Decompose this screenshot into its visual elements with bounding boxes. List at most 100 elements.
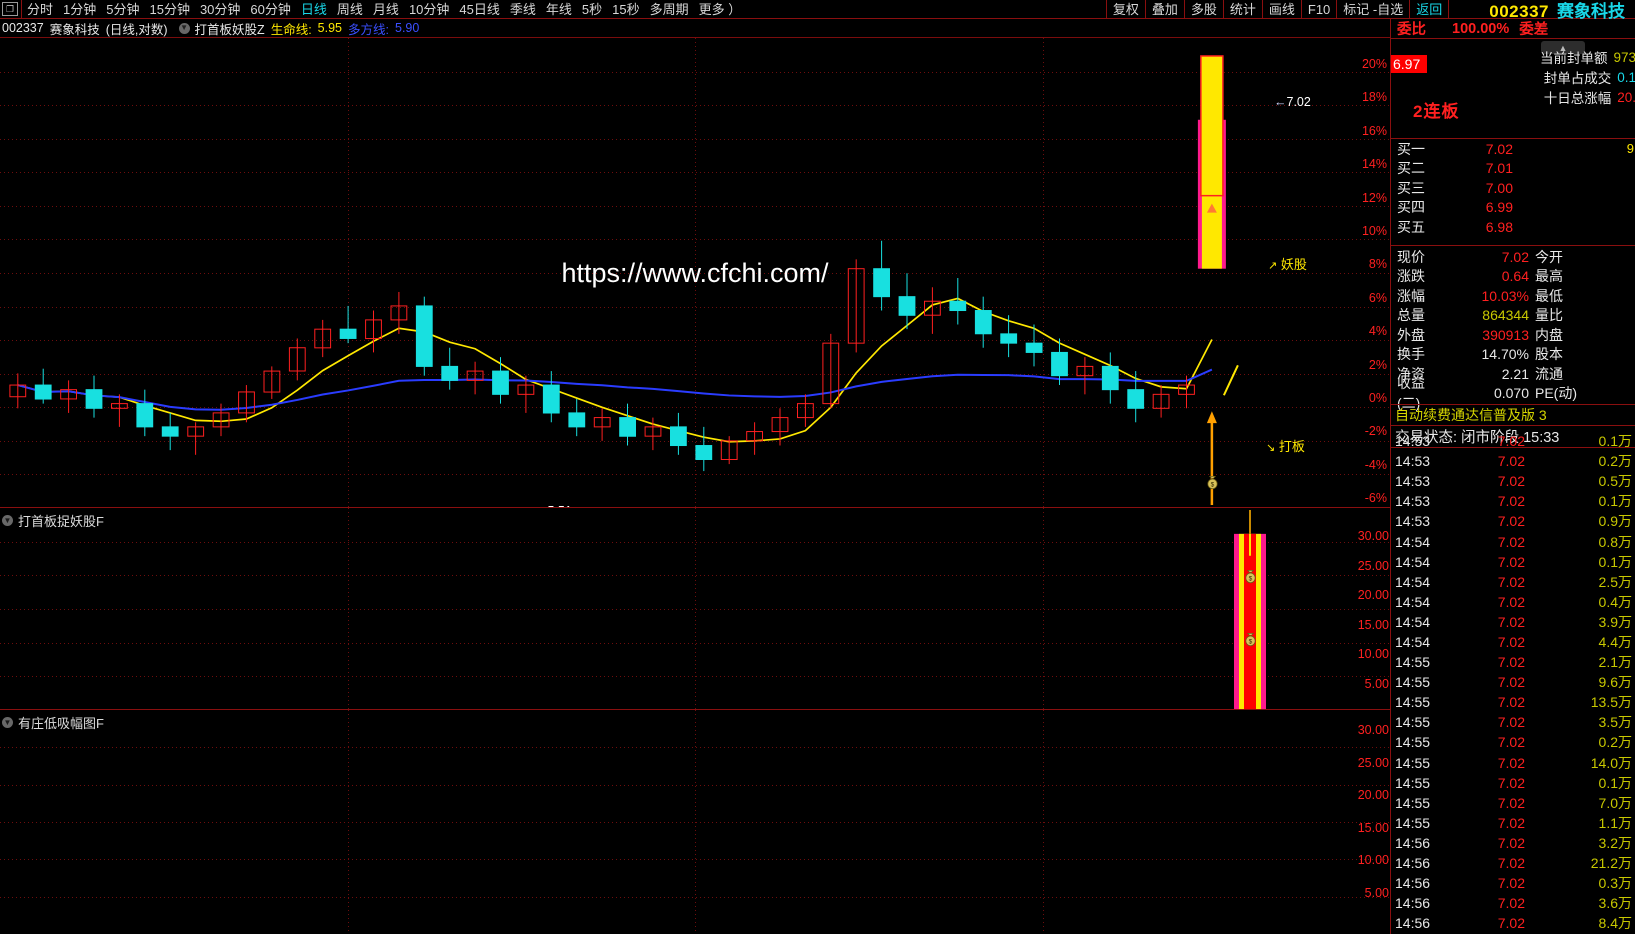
quote-level: 买三 xyxy=(1397,179,1425,196)
header-stock-name: 赛象科技 xyxy=(1557,1,1625,21)
tool-统计[interactable]: 统计 xyxy=(1224,0,1263,19)
tick-row[interactable]: 14:54 7.02 4.4万 xyxy=(1391,632,1635,652)
tick-row[interactable]: 14:55 7.02 0.2万 xyxy=(1391,732,1635,752)
grid-sub1 xyxy=(0,508,1390,709)
period-5秒[interactable]: 5秒 xyxy=(581,1,603,17)
period-周线[interactable]: 周线 xyxy=(336,1,363,17)
tick-price: 7.02 xyxy=(1497,674,1525,691)
tick-price: 7.02 xyxy=(1497,875,1525,892)
tick-row[interactable]: 14:53 7.02 0.1万 xyxy=(1391,491,1635,511)
tick-row[interactable]: 14:56 7.02 8.4万 xyxy=(1391,913,1635,933)
period-10分钟[interactable]: 10分钟 xyxy=(408,1,450,17)
gridline-v xyxy=(695,38,696,507)
tick-row[interactable]: 14:55 7.02 2.1万 xyxy=(1391,652,1635,672)
info-stat-row: 现价 7.02 今开 xyxy=(1391,247,1635,267)
tick-row[interactable]: 14:55 7.02 7.0万 xyxy=(1391,793,1635,813)
window-icon[interactable]: ❐ xyxy=(2,2,18,16)
tick-row[interactable]: 14:55 7.02 1.1万 xyxy=(1391,813,1635,833)
sub-pane-1-title[interactable]: ▼ 打首板捉妖股F xyxy=(2,511,104,530)
lifeline-value: 5.95 xyxy=(317,21,343,35)
tick-row[interactable]: 14:55 7.02 9.6万 xyxy=(1391,672,1635,692)
sub-pane-1[interactable]: ▼ 打首板捉妖股F ↘ 妖股 ↘ 打板 $$ xyxy=(0,508,1390,710)
chart-indicator-name[interactable]: 打首板妖股Z xyxy=(194,22,265,37)
tick-price: 7.02 xyxy=(1497,453,1525,470)
tick-time: 14:56 xyxy=(1395,834,1431,851)
tick-row[interactable]: 14:53 7.02 0.2万 xyxy=(1391,451,1635,471)
tick-row[interactable]: 14:53 7.02 0.9万 xyxy=(1391,511,1635,531)
period-60分钟[interactable]: 60分钟 xyxy=(250,1,291,17)
period-月线[interactable]: 月线 xyxy=(372,1,399,17)
tool-F10[interactable]: F10 xyxy=(1302,0,1338,19)
period-季线[interactable]: 季线 xyxy=(509,1,536,17)
axis-tick-sub1: 15.00 xyxy=(1357,617,1389,632)
svg-text:$: $ xyxy=(1249,639,1253,646)
back-button[interactable]: 返回 xyxy=(1410,0,1450,19)
period-menu: 分时 1分钟 5分钟 15分钟 30分钟 60分钟 日线 周线 月线 10分钟 45日线 季线 年线 5秒… xyxy=(22,0,746,19)
tick-row[interactable]: 14:55 7.02 0.1万 xyxy=(1391,773,1635,793)
period-更多 ）[interactable]: 更多 ） xyxy=(698,1,742,17)
promo-banner[interactable]: 自动续费通达信普及版 3 xyxy=(1395,407,1547,423)
stat-key: 收益(二) xyxy=(1397,375,1425,412)
stat-key2: 内盘 xyxy=(1535,326,1563,343)
stat-row-0: 当前封单额 973 xyxy=(1391,47,1635,67)
tick-row[interactable]: 14:55 7.02 13.5万 xyxy=(1391,692,1635,712)
period-分时[interactable]: 分时 xyxy=(27,1,54,17)
tool-复权[interactable]: 复权 xyxy=(1105,0,1146,19)
period-5分钟[interactable]: 5分钟 xyxy=(106,1,140,17)
period-45日线[interactable]: 45日线 xyxy=(459,1,500,17)
stat-key2: 今开 xyxy=(1535,248,1563,265)
axis-tick-sub1: 10.00 xyxy=(1357,647,1389,661)
bullline-value: 5.90 xyxy=(395,21,420,35)
tool-画线[interactable]: 画线 xyxy=(1263,0,1302,19)
period-15分钟[interactable]: 15分钟 xyxy=(149,1,190,17)
tick-row[interactable]: 14:55 7.02 14.0万 xyxy=(1391,753,1635,773)
tick-row[interactable]: 14:54 7.02 0.8万 xyxy=(1391,531,1635,551)
bid-quote-table: 买一 7.02 9 买二 7.01 买三 7.00 买四 6.99 买五 6.98 xyxy=(1391,139,1635,237)
tick-row[interactable]: 14:53 7.02 0.1万 xyxy=(1391,431,1635,451)
tool-多股[interactable]: 多股 xyxy=(1185,0,1224,19)
gridline-v xyxy=(695,710,696,934)
tick-row[interactable]: 14:53 7.02 0.5万 xyxy=(1391,471,1635,491)
chevron-down-icon[interactable]: ▼ xyxy=(2,515,13,526)
stat-key2: 股本 xyxy=(1535,346,1563,363)
sub-pane-2-title[interactable]: ▼ 有庄低吸幅图F xyxy=(2,713,104,732)
period-多周期[interactable]: 多周期 xyxy=(649,1,689,17)
tick-row[interactable]: 14:54 7.02 2.5万 xyxy=(1391,572,1635,592)
quote-row[interactable]: 买二 7.01 xyxy=(1391,159,1635,179)
gridline-v xyxy=(348,508,349,709)
sub-pane-2[interactable]: ▼ 有庄低吸幅图F xyxy=(0,710,1390,934)
axis-tick-main: 18% xyxy=(1361,90,1387,105)
tick-row[interactable]: 14:54 7.02 3.9万 xyxy=(1391,612,1635,632)
tick-row[interactable]: 14:56 7.02 3.6万 xyxy=(1391,893,1635,913)
grid-sub2 xyxy=(0,710,1390,934)
tick-time: 14:54 xyxy=(1395,573,1431,590)
quote-row[interactable]: 买四 6.99 xyxy=(1391,198,1635,218)
tick-price: 7.02 xyxy=(1497,714,1525,731)
period-15秒[interactable]: 15秒 xyxy=(612,1,640,17)
period-年线[interactable]: 年线 xyxy=(545,1,572,17)
quote-row[interactable]: 买三 7.00 xyxy=(1391,178,1635,198)
tick-row[interactable]: 14:54 7.02 0.4万 xyxy=(1391,592,1635,612)
sub-pane-1-label: 打首板捉妖股F xyxy=(18,514,104,529)
main-price-pane[interactable]: https://www.cfchi.com/ 财 ←7.02 —5.51 ↗ 妖… xyxy=(0,38,1390,508)
collapse-panel-button[interactable]: ▲ xyxy=(1541,41,1585,54)
tool-标记 -自选[interactable]: 标记 -自选 xyxy=(1337,0,1411,19)
tick-row[interactable]: 14:56 7.02 0.3万 xyxy=(1391,873,1635,893)
tick-price: 7.02 xyxy=(1497,553,1525,570)
period-1分钟[interactable]: 1分钟 xyxy=(63,1,97,17)
tick-volume: 0.2万 xyxy=(1598,734,1632,751)
tool-叠加[interactable]: 叠加 xyxy=(1146,0,1185,19)
chevron-down-icon[interactable]: ▼ xyxy=(2,717,13,728)
tick-row[interactable]: 14:56 7.02 21.2万 xyxy=(1391,853,1635,873)
tick-volume: 0.5万 xyxy=(1598,473,1632,490)
quote-price: 7.00 xyxy=(1485,179,1513,196)
quote-row[interactable]: 买一 7.02 9 xyxy=(1391,139,1635,159)
tick-list[interactable]: 14:53 7.02 0.1万 14:53 7.02 0.2万 14:53 7.02 0.5万 1… xyxy=(1391,431,1635,934)
quote-row[interactable]: 买五 6.98 xyxy=(1391,217,1635,237)
tick-row[interactable]: 14:56 7.02 3.2万 xyxy=(1391,833,1635,853)
tick-row[interactable]: 14:55 7.02 3.5万 xyxy=(1391,712,1635,732)
tick-row[interactable]: 14:54 7.02 0.1万 xyxy=(1391,552,1635,572)
chevron-down-icon[interactable]: ▼ xyxy=(178,22,190,34)
period-30分钟[interactable]: 30分钟 xyxy=(199,1,241,17)
period-日线[interactable]: 日线 xyxy=(300,1,327,17)
